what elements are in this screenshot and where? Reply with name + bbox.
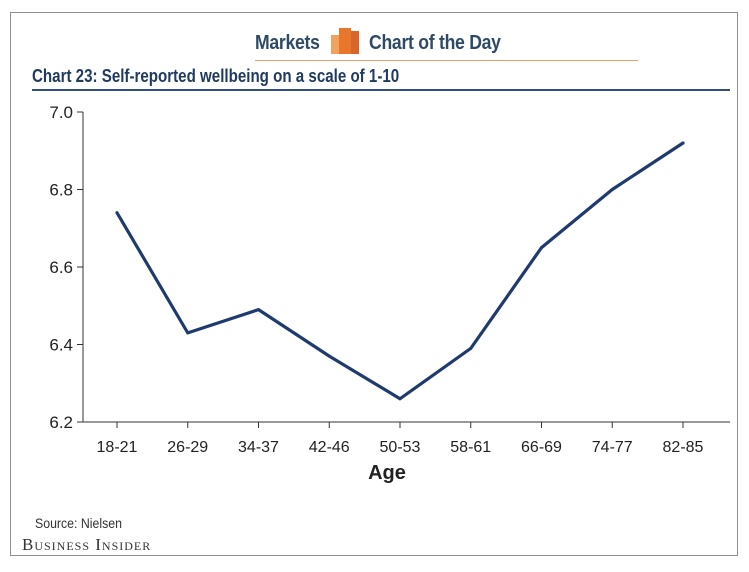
title-divider (32, 89, 730, 91)
x-tick-label: 42-46 (309, 439, 350, 456)
brand-chart-of-the-day: Chart of the Day (369, 32, 501, 54)
logo-bar-right (351, 31, 359, 54)
data-point (540, 246, 543, 250)
x-tick-label: 18-21 (97, 439, 138, 456)
y-tick-label: 6.2 (49, 413, 73, 432)
logo-bar-middle (339, 28, 351, 54)
stacked-bars-logo-icon (331, 28, 359, 54)
x-tick-label: 82-85 (663, 439, 704, 456)
brand-markets: Markets (255, 32, 320, 54)
x-tick-label: 58-61 (450, 439, 491, 456)
data-point (186, 331, 190, 335)
x-tick-label: 74-77 (592, 439, 633, 456)
data-point (257, 308, 260, 312)
y-tick-label: 6.6 (49, 258, 73, 277)
y-axis: 6.2 6.4 6.6 6.8 7.0 (49, 103, 84, 432)
data-point (681, 141, 685, 145)
x-tick-label: 26-29 (167, 439, 208, 456)
data-point (327, 354, 331, 358)
data-point (398, 397, 402, 401)
x-tick-label: 66-69 (521, 439, 562, 456)
data-point (469, 346, 473, 350)
source-note: Source: Nielsen (35, 515, 122, 531)
data-point (610, 188, 614, 191)
x-tick-label: 50-53 (380, 439, 421, 456)
chart-title: Chart 23: Self-reported wellbeing on a s… (32, 66, 400, 86)
publisher-logo: Business Insider (22, 535, 152, 554)
x-tick-label: 34-37 (238, 439, 279, 456)
chart-frame (10, 12, 738, 556)
header-bar: Markets Chart of the Day (0, 0, 749, 54)
data-point (115, 211, 119, 215)
series-line (115, 141, 685, 401)
y-tick-label: 7.0 (49, 103, 73, 122)
series-layer (115, 141, 685, 401)
x-axis-label: Age (368, 462, 406, 484)
header-divider (255, 60, 638, 61)
logo-bar-left (331, 35, 339, 54)
x-axis: 18-21 26-29 34-37 42-46 50-53 58-61 66-69 74-77… (83, 421, 730, 456)
y-tick-label: 6.8 (49, 181, 73, 200)
y-tick-label: 6.4 (49, 336, 73, 355)
